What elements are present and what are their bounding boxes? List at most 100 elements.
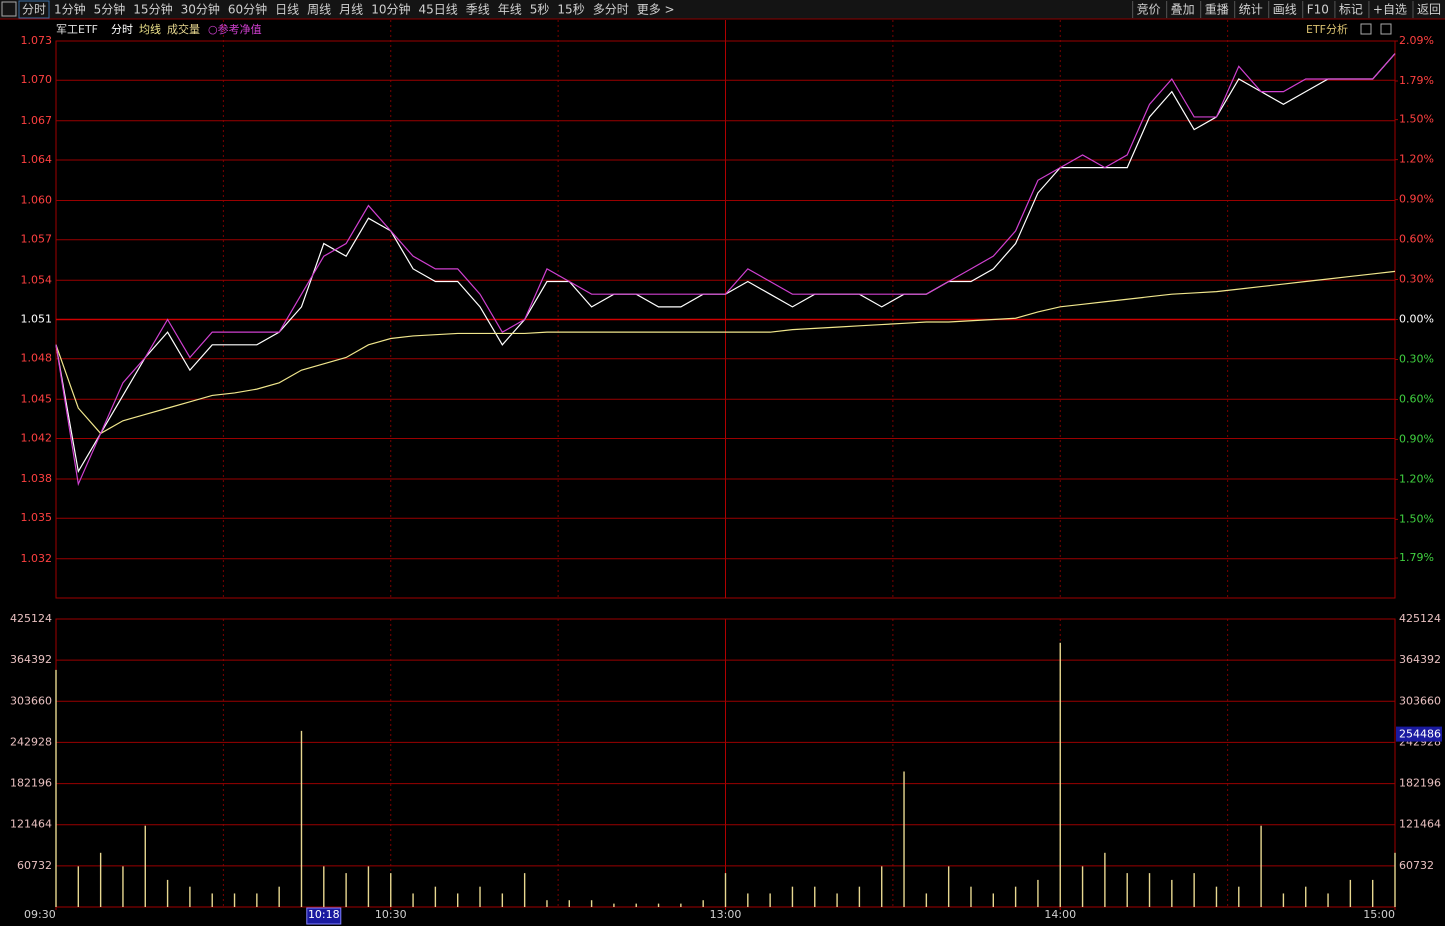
x-tick-label: 14:00 [1044,908,1076,921]
volume-bar [1349,879,1352,907]
x-tick-label: 10:30 [375,908,407,921]
volume-bar [1126,873,1128,907]
y2-tick-label: 2.09% [1399,34,1434,47]
y-tick-label-right: 182196 [1399,777,1441,790]
volume-bar [211,893,213,907]
tab[interactable]: 更多 > [637,3,675,17]
tab[interactable]: 季线 [466,3,490,17]
tool-button[interactable]: 统计 [1239,3,1263,17]
y-tick-label: 242928 [10,735,52,748]
tool-button[interactable]: 标记 [1339,3,1363,17]
y-tick-label: 1.038 [21,472,53,485]
volume-bar [836,893,838,907]
tool-button[interactable]: 画线 [1273,3,1297,17]
tab[interactable]: 15分钟 [133,2,172,17]
toolbar-bg [0,0,1445,19]
legend-item[interactable]: 成交量 [167,22,200,36]
volume-bar [1014,886,1017,907]
cursor-time-label: 10:18 [308,908,340,921]
volume-bar [166,879,169,907]
y-tick-label: 182196 [10,777,52,790]
tool-button[interactable]: +自选 [1373,3,1407,17]
y-tick-label: 1.064 [21,153,53,166]
tool-button[interactable]: 重播 [1205,3,1229,17]
y-tick-label: 364392 [10,653,52,666]
tool-button[interactable]: 返回 [1417,3,1441,17]
tab[interactable]: 多分时 [593,3,629,17]
y2-tick-label: 1.20% [1399,153,1434,166]
chart-title: 军工ETF [56,23,98,36]
y-tick-label: 1.048 [21,352,53,365]
volume-bar [769,893,771,907]
volume-bar [457,893,459,907]
y2-tick-label: 0.60% [1399,392,1434,405]
volume-bar [680,903,682,907]
volume-bar [1193,873,1195,907]
tab[interactable]: 15秒 [557,3,584,17]
volume-bar [367,866,370,907]
volume-bar [122,866,124,907]
tool-button[interactable]: 竞价 [1137,3,1161,17]
y-tick-label: 60732 [17,859,52,872]
window-icon[interactable] [1380,23,1392,35]
volume-bar [1059,642,1061,907]
legend-item[interactable]: 分时 [111,23,133,36]
y2-tick-label: 1.79% [1399,74,1434,87]
legend-item[interactable]: 均线 [139,22,161,36]
toolbar: 分时 1分钟 5分钟 15分钟 30分钟 60分钟 日线 周线 月线 10分钟 45日线 季线 年线 5秒… [18,0,1441,19]
volume-bar [479,886,481,907]
tab[interactable]: 5秒 [530,3,550,17]
y-tick-label: 1.042 [21,431,53,444]
tab[interactable]: 月线 [339,3,363,17]
cursor-value-label: 254486 [1399,728,1441,741]
tab-active [18,0,50,19]
tab[interactable]: 分时 [22,3,46,17]
y2-tick-label: 1.50% [1399,512,1434,525]
y2-tick-label: 0.30% [1399,352,1434,365]
volume-bar [1037,879,1039,907]
y-tick-label-right: 60732 [1399,859,1434,872]
volume-bar [99,852,102,907]
tab[interactable]: 30分钟 [181,2,220,17]
series-line [55,270,1396,435]
tab[interactable]: 5分钟 [94,2,126,17]
volume-bar [412,893,414,907]
volume-bar [1171,879,1173,907]
volume-bar [501,893,504,907]
tool-button[interactable]: 叠加 [1171,3,1195,17]
window-icon[interactable] [1360,23,1372,35]
y-tick-label: 1.032 [21,552,53,565]
volume-bar [278,886,280,907]
tab[interactable]: 45日线 [418,3,457,17]
y-tick-label: 1.054 [21,273,53,286]
x-tick-label: 13:00 [710,908,742,921]
legend-item[interactable]: ○参考净值 [208,22,262,36]
tool-button[interactable]: F10 [1307,3,1329,17]
menu-icon[interactable] [1,1,17,17]
etf-analysis[interactable]: ETF分析 [1306,22,1348,36]
tab[interactable]: 10分钟 [371,2,410,17]
volume-bar [903,771,905,907]
volume-bar [523,873,526,907]
y-tick-label: 425124 [10,612,52,625]
volume-bar [1371,879,1374,907]
volume-bar [55,669,57,907]
y-tick-label-right: 425124 [1399,612,1441,625]
tab[interactable]: 1分钟 [54,2,86,17]
volume-bar [144,825,146,907]
tab[interactable]: 日线 [275,3,299,17]
volume-bar [992,893,994,907]
tab[interactable]: 年线 [498,3,522,17]
tab[interactable]: 60分钟 [228,2,267,17]
y-tick-label: 1.045 [21,392,53,405]
volume-bar [189,886,191,907]
volume-bar [345,873,347,907]
tab[interactable]: 周线 [307,3,331,17]
volume-bar [390,873,392,907]
volume-bar [77,866,80,907]
cursor-value-box [1396,726,1442,742]
volume-bar [1394,852,1396,907]
